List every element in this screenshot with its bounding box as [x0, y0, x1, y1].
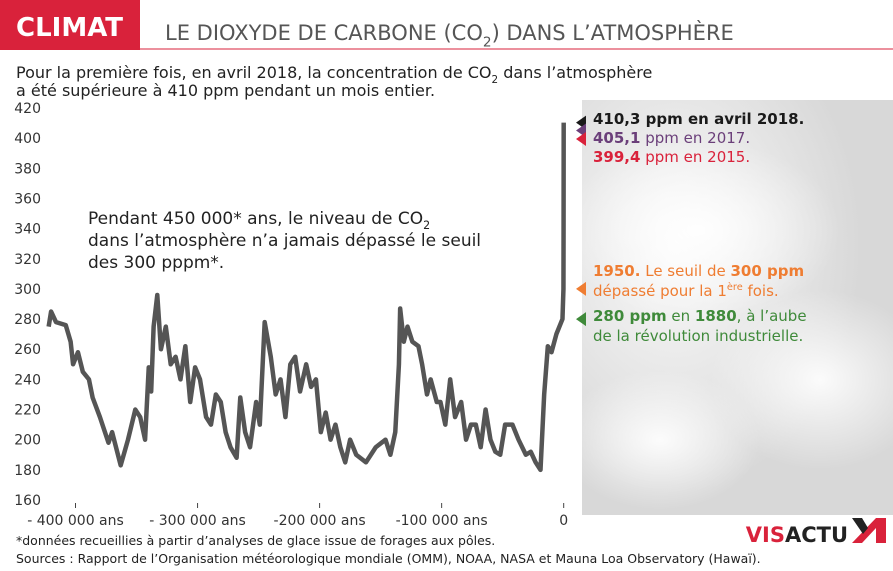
logo-part: ACTU — [785, 523, 848, 547]
y-tick-label: 380 — [14, 161, 41, 177]
subtitle: a été supérieure à 410 ppm pendant un mo… — [16, 81, 435, 100]
logo-icon — [852, 518, 886, 543]
co2-line — [46, 122, 566, 473]
x-tick-label: -100 000 ans — [396, 513, 488, 529]
x-tick-label: 0 — [559, 513, 568, 529]
text-part: fois. — [743, 282, 779, 300]
text-part: LE DIOXYDE DE CARBONE (CO — [165, 21, 483, 45]
y-tick-label: 340 — [14, 222, 41, 238]
annotation-marker — [576, 132, 586, 147]
text-part: dans l’atmosphère — [498, 63, 652, 82]
cloud-panel — [560, 100, 893, 515]
text-part: ère — [727, 281, 743, 293]
text-part: 405,1 — [593, 129, 640, 147]
y-tick-label: 420 — [14, 101, 41, 117]
text-part: ppm en 2017. — [640, 129, 750, 147]
annotation: 399,4 ppm en 2015. — [593, 148, 750, 166]
text-part: a été supérieure à 410 ppm pendant un mo… — [16, 81, 435, 100]
y-tick-label: 320 — [14, 252, 41, 268]
text-part: ppm en 2015. — [640, 148, 750, 166]
text-part: 1880 — [695, 307, 737, 325]
text-part: 399,4 — [593, 148, 640, 166]
text-part: 410,3 ppm en avril 2018. — [593, 110, 804, 128]
chart-title: LE DIOXYDE DE CARBONE (CO2) DANS L’ATMOS… — [165, 20, 734, 50]
y-tick-label: 220 — [14, 403, 41, 419]
y-tick-label: 260 — [14, 342, 41, 358]
text-part: dépassé pour la 1 — [593, 282, 727, 300]
y-tick-label: 200 — [14, 433, 41, 449]
text-part: en — [667, 307, 695, 325]
text-part: 2 — [492, 74, 499, 86]
header-label: CLIMAT — [16, 13, 123, 43]
y-tick-label: 280 — [14, 312, 41, 328]
annotation: 410,3 ppm en avril 2018. — [593, 110, 804, 128]
text-part: , à l’aube — [737, 307, 807, 325]
note: Pendant 450 000* ans, le niveau de CO2 — [88, 209, 430, 232]
text-part: Pendant 450 000* ans, le niveau de CO — [88, 209, 423, 229]
text-part: de la révolution industrielle. — [593, 327, 803, 345]
text-part: 1950. — [593, 262, 640, 280]
header-box — [0, 0, 140, 50]
x-tick-label: - 300 000 ans — [149, 513, 246, 529]
x-tick-label: - 400 000 ans — [27, 513, 124, 529]
footnote: *données recueillies à partir d’analyses… — [16, 533, 495, 548]
y-tick-label: 400 — [14, 131, 41, 147]
x-tick-label: -200 000 ans — [274, 513, 366, 529]
y-tick-label: 240 — [14, 372, 41, 388]
annotation: 405,1 ppm en 2017. — [593, 129, 750, 147]
y-tick-label: 160 — [14, 493, 41, 509]
source: Sources : Rapport de l’Organisation mété… — [16, 551, 761, 566]
annotation: 1950. Le seuil de 300 ppm — [593, 262, 804, 280]
text-part: 2 — [483, 34, 492, 50]
logo: VISACTU — [746, 523, 848, 547]
text-part: Pour la première fois, en avril 2018, la… — [16, 63, 492, 82]
text-part: ) DANS L’ATMOSPHÈRE — [492, 20, 734, 45]
annotation: 280 ppm en 1880, à l’aube — [593, 307, 807, 325]
annotation: dépassé pour la 1ère fois. — [593, 281, 779, 300]
text-part: Le seuil de — [640, 262, 730, 280]
logo-part: VIS — [746, 523, 785, 547]
note: dans l’atmosphère n’a jamais dépassé le … — [88, 231, 481, 251]
text-part: 300 ppm — [730, 262, 804, 280]
annotation-marker — [576, 281, 586, 296]
y-tick-label: 180 — [14, 463, 41, 479]
y-tick-label: 300 — [14, 282, 41, 298]
text-part: dans l’atmosphère n’a jamais dépassé le … — [88, 231, 481, 251]
subtitle: Pour la première fois, en avril 2018, la… — [16, 63, 652, 86]
note: des 300 pppm*. — [88, 253, 224, 273]
text-part: des 300 pppm*. — [88, 253, 224, 273]
text-part: 2 — [423, 219, 430, 232]
annotation-marker — [576, 312, 586, 327]
annotation: de la révolution industrielle. — [593, 327, 803, 345]
y-tick-label: 360 — [14, 191, 41, 207]
text-part: 280 ppm — [593, 307, 667, 325]
